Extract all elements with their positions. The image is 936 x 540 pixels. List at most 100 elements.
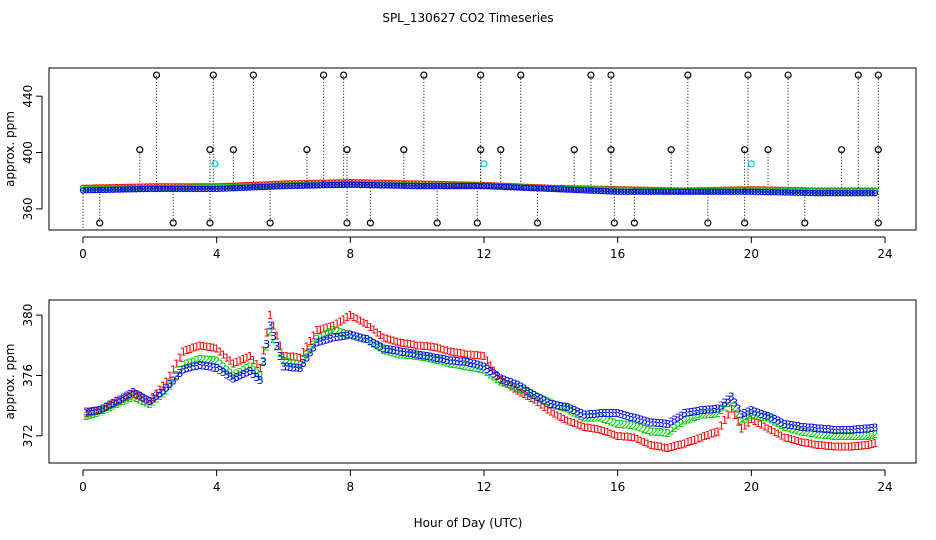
series-1-marker: 1: [424, 340, 431, 353]
series-3-marker: 3: [116, 393, 123, 406]
series-3-point: [450, 182, 458, 190]
series-3-marker: 3: [648, 416, 655, 429]
series-1-marker: 1: [584, 421, 591, 434]
y-axis-label: approx. ppm: [3, 111, 17, 187]
series-3-marker: 3: [217, 364, 224, 377]
series-3-point: [581, 187, 588, 194]
series-2-marker: 2: [200, 353, 207, 366]
series-3-marker: 3: [320, 334, 327, 347]
series-1-marker: 1: [744, 416, 751, 429]
series-1-marker: 1: [845, 440, 852, 453]
series-3-marker: 3: [83, 406, 90, 419]
series-1-marker: 1: [724, 408, 731, 421]
series-3-marker: 3: [601, 407, 608, 420]
series-3-point: [300, 182, 307, 189]
series-1-marker: 1: [340, 313, 347, 326]
outlier-point: [477, 146, 485, 154]
series-3-marker: 3: [327, 333, 334, 346]
series-2-point: [223, 183, 230, 190]
series-2-marker: 2: [357, 331, 364, 344]
outlier-point: [96, 219, 104, 227]
series-1-marker: 1: [678, 438, 685, 451]
series-2-marker: 2: [648, 425, 655, 438]
highlight-point: [747, 160, 755, 168]
series-1-marker: 1: [828, 440, 835, 453]
series-3-marker: 3: [581, 409, 588, 422]
series-3-marker: 3: [267, 320, 274, 333]
series-3-marker: 3: [724, 394, 731, 407]
series-2-marker: 2: [848, 430, 855, 443]
series-1-marker: 1: [731, 409, 738, 422]
series-1-marker: 1: [387, 334, 394, 347]
series-3-point: [387, 182, 394, 189]
series-1-marker: 1: [143, 394, 150, 407]
series-3-marker: 3: [133, 388, 140, 401]
series-3-point: [691, 188, 698, 195]
series-2-marker: 2: [537, 392, 544, 405]
series-3-marker: 3: [196, 359, 203, 372]
series-3-marker: 3: [290, 361, 297, 374]
series-2-marker: 2: [775, 417, 782, 430]
series-2-marker: 2: [240, 364, 247, 377]
series-3-point: [156, 185, 164, 193]
series-2-marker: 2: [791, 423, 798, 436]
x-tick-label: 0: [79, 480, 87, 494]
series-3-point: [564, 186, 571, 193]
series-3-marker: 3: [410, 348, 417, 361]
series-3-point: [460, 182, 468, 190]
series-3-point: [557, 186, 565, 193]
series-1-marker: 1: [220, 348, 227, 361]
series-1-marker: 1: [310, 330, 317, 343]
series-2-marker: 2: [193, 354, 200, 367]
series-3-point: [373, 182, 381, 189]
series-1-marker: 1: [190, 342, 197, 355]
series-3-point: [751, 188, 758, 195]
series-1-marker: 1: [755, 417, 762, 430]
series-1-marker: 1: [788, 433, 795, 446]
series-3-point: [330, 181, 337, 189]
series-3-marker: 3: [858, 423, 865, 436]
series-2-marker: 2: [661, 427, 668, 440]
series-2-marker: 2: [731, 401, 738, 414]
series-2-marker: 2: [497, 376, 504, 389]
series-2-marker: 2: [380, 344, 387, 357]
series-3-point: [444, 182, 451, 190]
series-2-marker: 2: [120, 395, 127, 408]
series-2-marker: 2: [688, 412, 695, 425]
series-3-marker: 3: [260, 356, 267, 369]
series-3-point: [754, 188, 762, 196]
series-2-marker: 2: [243, 362, 250, 375]
series-1-marker: 1: [517, 386, 524, 399]
series-1-marker: 1: [601, 425, 608, 438]
series-3-point: [160, 185, 167, 193]
series-3-point: [641, 188, 648, 195]
series-1-marker: 1: [354, 313, 361, 326]
series-1-marker: 1: [90, 406, 97, 419]
series-2-marker: 2: [795, 424, 802, 437]
series-3-point: [667, 188, 675, 195]
series-1-marker: 1: [263, 327, 270, 340]
series-1-marker: 1: [818, 439, 825, 452]
series-3-marker: 3: [206, 361, 213, 374]
series-2-marker: 2: [237, 366, 244, 379]
series-1-marker: 1: [761, 420, 768, 433]
series-3-marker: 3: [136, 390, 143, 403]
series-3-marker: 3: [340, 330, 347, 343]
series-2-marker: 2: [674, 420, 681, 433]
series-1-marker: 1: [507, 380, 514, 393]
series-2-marker: 2: [721, 400, 728, 413]
series-3-marker: 3: [751, 405, 758, 418]
series-3-point: [377, 182, 384, 189]
series-3-marker: 3: [674, 411, 681, 424]
series-2-marker: 2: [360, 332, 367, 345]
series-1-marker: 1: [116, 395, 123, 408]
series-1-marker: 1: [133, 389, 140, 402]
series-3-marker: 3: [604, 407, 611, 420]
series-1-marker: 1: [641, 436, 648, 449]
series-1-marker: 1: [711, 427, 718, 440]
series-1-marker: 1: [634, 433, 641, 446]
series-3-point: [99, 186, 107, 194]
outlier-point: [874, 146, 882, 154]
series-2-marker: 2: [440, 356, 447, 369]
series-1-marker: 1: [541, 401, 548, 414]
